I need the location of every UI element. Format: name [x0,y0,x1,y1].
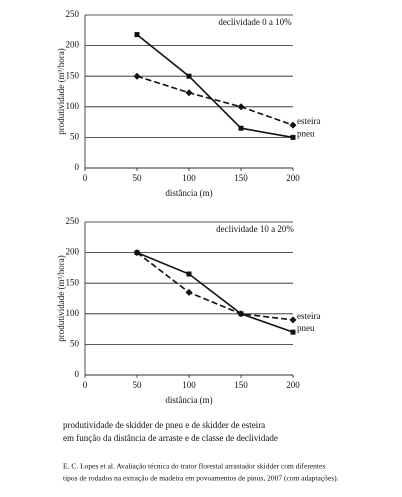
marker [238,311,244,317]
x-tick-label: 150 [234,380,248,390]
caption-line: produtividade de skidder de pneu e de sk… [63,420,265,430]
x-tick-label: 0 [83,380,88,390]
series-label: esteira [297,311,320,321]
series-label: esteira [297,116,320,126]
x-tick-label: 50 [133,173,143,183]
y-tick-label: 150 [66,70,80,80]
y-tick-label: 50 [70,131,80,141]
marker [290,134,296,140]
marker [237,103,245,111]
series-label: pneu [297,128,315,138]
x-tick-label: 0 [83,173,88,183]
x-tick-label: 200 [286,380,300,390]
marker [134,250,140,256]
source-line: E. C. Lopes et al. Avaliação técnica do … [63,462,325,471]
caption-line: em função da distância de arraste e de c… [63,433,278,443]
series-line [136,251,294,321]
x-tick-label: 150 [234,173,248,183]
series-line [136,75,294,126]
y-tick-label: 250 [66,9,80,19]
marker [186,73,192,79]
marker [133,72,141,80]
marker [289,316,297,324]
y-tick-label: 200 [66,40,80,50]
series-line [136,251,294,333]
x-tick-label: 50 [133,380,143,390]
x-tick-label: 100 [182,173,196,183]
series-label: pneu [297,323,315,333]
marker [185,89,193,97]
x-axis-label: distância (m) [165,395,212,405]
marker [290,329,296,335]
y-tick-label: 200 [66,247,80,257]
y-tick-label: 250 [66,216,80,226]
y-axis-label: produtividade (m³/hora) [56,255,66,341]
annotation: declividade 10 a 20% [216,224,294,234]
series-line [136,33,294,139]
y-tick-label: 0 [75,162,80,172]
x-axis-label: distância (m) [165,188,212,198]
y-tick-label: 100 [66,101,80,111]
marker [134,32,140,38]
marker [289,121,297,129]
annotation: declividade 0 a 10% [218,17,292,27]
y-tick-label: 0 [75,369,80,379]
marker [185,288,193,296]
y-tick-label: 100 [66,308,80,318]
y-tick-label: 50 [70,338,80,348]
x-tick-label: 100 [182,380,196,390]
source-line: tipos de rodados na extração de madeira … [63,474,339,483]
x-tick-label: 200 [286,173,300,183]
y-tick-label: 150 [66,277,80,287]
marker [186,271,192,277]
y-axis-label: produtividade (m³/hora) [56,48,66,134]
marker [238,125,244,131]
